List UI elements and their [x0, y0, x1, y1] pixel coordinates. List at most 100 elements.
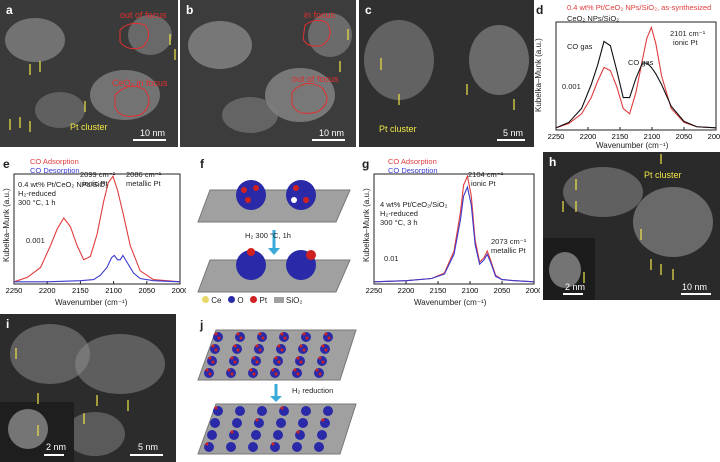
- ceo2-nanoparticle: [204, 442, 214, 452]
- series-line: [13, 174, 181, 283]
- series-line: [14, 254, 181, 283]
- ceo2-nanoparticle: [257, 406, 267, 416]
- ceo2-nanoparticle: [292, 368, 302, 378]
- annotation-ceo2-in-focus: CeO₂ in focus: [112, 78, 168, 88]
- x-tick-label: 2000: [172, 286, 186, 295]
- condition-label: 300 °C, 1 h: [18, 198, 56, 207]
- ceo2-nanoparticle: [301, 406, 311, 416]
- x-tick-label: 2000: [708, 132, 720, 141]
- legend-o: O: [237, 296, 244, 305]
- y-axis-label: Kubelka–Munk (a.u.): [362, 188, 371, 262]
- panel-label: e: [3, 157, 10, 171]
- ce-atom-icon: [202, 296, 209, 303]
- ceo2-nanoparticle: [323, 332, 333, 342]
- legend-pt: Pt: [259, 296, 268, 305]
- x-tick-label: 2100: [105, 286, 122, 295]
- x-axis-label: Wavenumber (cm⁻¹): [55, 298, 128, 307]
- annotation-co-gas: CO gas: [628, 58, 654, 67]
- scale-bar-label: 5 nm: [503, 128, 524, 138]
- annotation-peak: 2101 cm⁻¹: [670, 29, 706, 38]
- ceo2-nanoparticle: [235, 332, 245, 342]
- panel-label: c: [365, 3, 372, 17]
- panel-i-micrograph: [0, 314, 176, 462]
- ceo2-nanoparticle: [292, 442, 302, 452]
- panel-h-micrograph: [543, 152, 720, 300]
- ceo2-nanoparticle: [254, 418, 264, 428]
- ceo2-nanoparticle: [229, 430, 239, 440]
- ceo2-nanoparticle: [251, 356, 261, 366]
- legend-entry: CO Desorption: [388, 166, 438, 175]
- ceo2-nanoparticle: [254, 344, 264, 354]
- ceo2-nanoparticle: [204, 368, 214, 378]
- ceo2-nanoparticle: [323, 406, 333, 416]
- annotation-peak: 2086 cm⁻¹: [126, 170, 162, 179]
- ceo2-nanoparticle: [279, 332, 289, 342]
- x-tick-label: 2050: [138, 286, 155, 295]
- scale-label: 0.01: [384, 254, 399, 263]
- legend-entry: CO Adsorption: [388, 157, 437, 166]
- plot-frame: [13, 173, 181, 285]
- annotation-co-gas: CO gas: [567, 42, 593, 51]
- annotation-peak-assignment: ionic Pt: [83, 179, 108, 188]
- panel-label: j: [200, 318, 204, 332]
- x-tick-label: 2050: [494, 286, 511, 295]
- scale-label: 0.001: [26, 236, 45, 245]
- scale-label: 0.001: [562, 82, 581, 91]
- schematic-j: [197, 329, 357, 455]
- ceo2-nanoparticle: [279, 406, 289, 416]
- ceo2-nanoparticle: [317, 356, 327, 366]
- ceo2-nanoparticle: [232, 418, 242, 428]
- annotation-in-focus: in focus: [304, 10, 336, 20]
- scale-bar-label: 5 nm: [138, 442, 159, 452]
- legend-sio2: SiO₂: [285, 296, 303, 305]
- x-tick-label: 2000: [526, 286, 540, 295]
- condition-label: H₂-reduced: [18, 189, 56, 198]
- chart-g: 2250 2200 2150 2100 2050 2000: [366, 173, 540, 295]
- ceo2-nanoparticle: [270, 442, 280, 452]
- annotation-peak-assignment: metallic Pt: [126, 179, 161, 188]
- ceo2-nanoparticle: [298, 418, 308, 428]
- schematic-f: [197, 180, 351, 293]
- panel-label: d: [536, 3, 544, 17]
- inset-scale-bar-label: 2 nm: [46, 442, 67, 452]
- ceo2-nanoparticle: [295, 430, 305, 440]
- ceo2-nanoparticle: [229, 356, 239, 366]
- x-tick-label: 2100: [462, 286, 479, 295]
- panel-label: a: [6, 3, 13, 17]
- annotation-peak-assignment: metallic Pt: [491, 246, 526, 255]
- annotation-out-of-focus: out of focus: [292, 74, 339, 84]
- annotation-out-of-focus: out of focus: [120, 10, 167, 20]
- ceo2-nanoparticle: [213, 332, 223, 342]
- x-tick-label: 2200: [398, 286, 415, 295]
- panel-h-image: h Pt cluster 10 nm 2 nm: [543, 152, 720, 300]
- legend-entry: CO Desorption: [30, 166, 80, 175]
- x-tick-label: 2100: [644, 132, 661, 141]
- annotation-pt-cluster: Pt cluster: [644, 170, 682, 180]
- ceo2-nanoparticle: [320, 344, 330, 354]
- ceo2-nanoparticle: [251, 430, 261, 440]
- ceo2-nanoparticle: [270, 368, 280, 378]
- ceo2-nanoparticle: [276, 418, 286, 428]
- chart-d: 2250 2200 2150 2100 2050 2000: [548, 21, 720, 141]
- ceo2-nanoparticle: [213, 406, 223, 416]
- ceo2-nanoparticle: [320, 418, 330, 428]
- condition-label: H₂-reduced: [380, 209, 418, 218]
- chart-e: 2250 2200 2150 2100 2050 2000: [6, 173, 186, 295]
- schematic-legend: Ce O Pt SiO₂: [202, 296, 302, 305]
- x-tick-label: 2250: [366, 286, 383, 295]
- ceo2-nanoparticle: [295, 356, 305, 366]
- scale-bar-label: 10 nm: [682, 282, 708, 292]
- x-tick-label: 2050: [676, 132, 693, 141]
- o-atom-icon: [228, 296, 236, 303]
- annotation-peak: 2073 cm⁻¹: [491, 237, 527, 246]
- ceo2-nanoparticle: [276, 344, 286, 354]
- ceo2-nanoparticle: [314, 442, 324, 452]
- plot-frame: [373, 173, 535, 285]
- panel-label: i: [6, 317, 10, 331]
- condition-label: 300 °C, 3 h: [380, 218, 418, 227]
- process-step: H₂ reduction: [292, 386, 334, 395]
- annotation-pt-cluster: Pt cluster: [70, 122, 108, 132]
- scale-bar-label: 10 nm: [319, 128, 345, 138]
- plot-frame: [555, 21, 717, 131]
- panel-b-micrograph: [180, 0, 356, 147]
